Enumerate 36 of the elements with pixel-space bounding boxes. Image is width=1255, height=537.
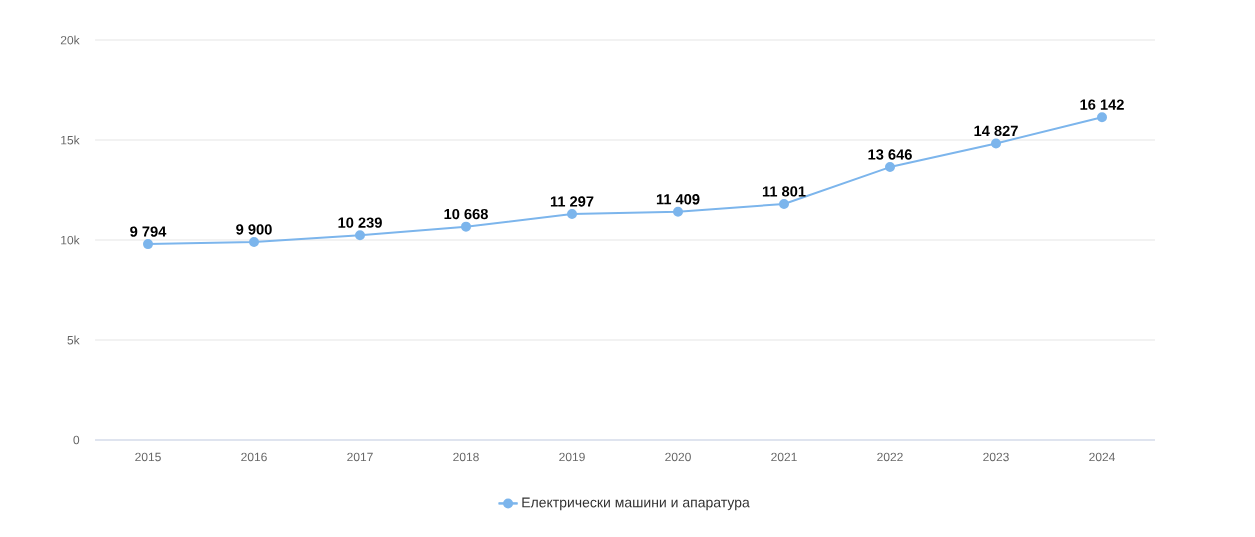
- data-label: 16 142: [1080, 99, 1124, 110]
- data-label: 13 646: [868, 149, 912, 160]
- y-tick-label: 10k: [61, 235, 80, 245]
- data-label: 11 409: [656, 194, 700, 205]
- legend-label: Електрически машини и апаратура: [522, 497, 750, 511]
- data-label: 9 794: [130, 226, 167, 237]
- data-label: 11 801: [762, 186, 806, 197]
- point: [673, 206, 684, 217]
- x-tick-label: 2017: [347, 452, 373, 462]
- x-tick-label: 2016: [241, 452, 267, 462]
- x-tick-label: 2024: [1089, 452, 1115, 462]
- x-tick-label: 2023: [983, 452, 1009, 462]
- point: [1097, 112, 1108, 123]
- y-tick-label: 20k: [60, 35, 80, 45]
- y-tick-label: 5k: [67, 335, 80, 345]
- x-tick-label: 2020: [665, 452, 691, 462]
- point: [461, 221, 472, 232]
- data-label: 14 827: [974, 125, 1018, 137]
- point: [249, 237, 260, 247]
- x-tick-label: 2019: [559, 452, 585, 462]
- data-label: 11 297: [550, 196, 594, 207]
- point: [567, 209, 578, 220]
- y-tick-label: 15k: [61, 135, 80, 145]
- data-label: 10 239: [338, 217, 382, 228]
- point: [779, 198, 790, 209]
- x-tick-label: 2018: [453, 452, 479, 462]
- y-tick-label: 0: [73, 435, 80, 445]
- x-tick-label: 2022: [877, 452, 903, 462]
- x-tick-label: 2021: [771, 452, 797, 462]
- point: [355, 230, 366, 241]
- data-label: 10 668: [444, 208, 488, 220]
- point: [991, 138, 1002, 149]
- point: [143, 239, 154, 250]
- point: [885, 162, 896, 173]
- x-tick-label: 2015: [135, 452, 161, 462]
- data-label: 9 900: [236, 224, 272, 235]
